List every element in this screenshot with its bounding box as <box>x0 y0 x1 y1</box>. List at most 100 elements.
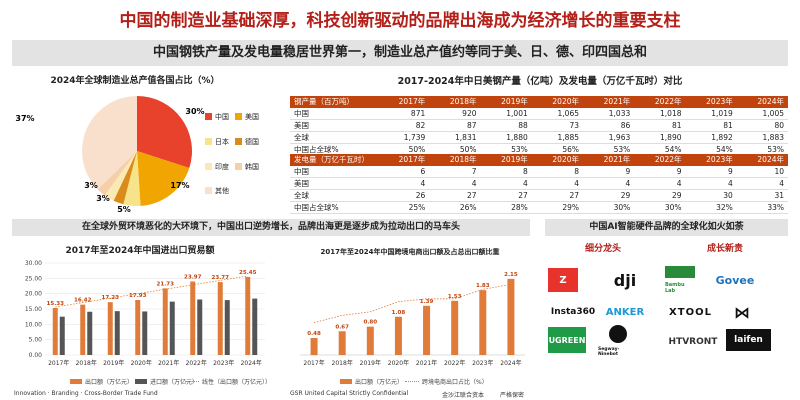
ecom-export-bar <box>507 278 515 355</box>
pie-label-other: 37% <box>15 114 34 123</box>
export-bar <box>162 288 168 355</box>
segway-ninebot-label: Segway-Ninebot <box>598 347 620 357</box>
pie-slice-japan <box>123 151 141 207</box>
ecom-value-label: 1.83 <box>476 283 490 289</box>
legend-ecom-export: 出口额（万亿元） <box>340 377 403 386</box>
export-value-label: 23.97 <box>184 274 202 280</box>
pie-title: 2024年全球制造业总产值各国占比（%） <box>50 76 220 86</box>
dji-logo: dji <box>613 270 637 290</box>
footer-left: Innovation · Branding · Cross-Border Tra… <box>14 390 158 397</box>
ecom-export-bar <box>394 316 402 355</box>
ecom-value-label: 1.08 <box>392 310 406 316</box>
ecom-export-bar <box>310 338 318 355</box>
export-value-label: 25.45 <box>239 270 257 276</box>
export-value-label: 17.93 <box>129 293 147 299</box>
legend-korea: 韩国 <box>235 162 259 172</box>
export-bar <box>107 302 113 355</box>
pie-slice-germany <box>113 151 137 205</box>
legend-export: 出口额（万亿元） <box>70 377 133 386</box>
x-tick-label: 2022年 <box>186 359 207 367</box>
table-row: 中国占全球% 25% 26% 28% 29% 30% 30% 32% 33% <box>290 201 788 214</box>
export-bar <box>217 282 223 355</box>
y-tick-label: 10.00 <box>25 321 42 328</box>
export-bar <box>80 304 86 355</box>
table-header-row: 发电量（万亿千瓦时） 2017年 2018年 2019年 2020年 2021年 202… <box>290 154 788 166</box>
export-bar <box>245 276 251 355</box>
import-bar <box>197 299 203 355</box>
export-bar <box>190 281 196 355</box>
x-tick-label: 2019年 <box>103 359 124 367</box>
import-bar <box>224 300 230 355</box>
import-bar <box>114 311 120 355</box>
bambu-lab-logo: Bambu Lab <box>665 266 695 294</box>
export-bar <box>135 300 141 355</box>
segway-ninebot-logo: Segway-Ninebot <box>598 325 638 357</box>
pie-chart: 30% 17% 5% 3% 3% 37% <box>15 96 205 213</box>
section-subtitle: 中国钢铁产量及发电量稳居世界第一，制造业总产值约等同于美、日、德、印四国总和 <box>12 40 788 66</box>
legend-japan: 日本 <box>205 137 229 147</box>
ecommerce-chart-title: 2017年至2024年中国跨境电商出口额及占总出口额比重 <box>320 248 500 256</box>
legend-india: 印度 <box>205 162 229 172</box>
pie-label-china: 30% <box>185 107 204 116</box>
table-row: 中国 6 7 8 8 9 9 9 10 <box>290 165 788 178</box>
table-row: 全球 26 27 27 27 29 29 30 31 <box>290 189 788 202</box>
brands-col1-title: 细分龙头 <box>584 244 621 254</box>
ecom-value-label: 0.48 <box>307 331 321 337</box>
legend-ecom-share: 跨境电商出口占比（%） <box>405 377 488 386</box>
ugreen-logo: UGREEN <box>548 327 586 353</box>
legend-usa: 美国 <box>235 112 259 122</box>
x-tick-label: 2019年 <box>360 359 381 367</box>
anker-logo: ANKER <box>605 306 645 318</box>
export-value-label: 16.42 <box>74 298 92 304</box>
import-bar <box>87 311 93 355</box>
pie-slice-china <box>137 96 192 168</box>
export-value-label: 21.73 <box>157 281 175 287</box>
footer-brand: 金沙江联合资本 <box>442 392 485 399</box>
x-tick-label: 2021年 <box>416 359 437 367</box>
x-tick-label: 2024年 <box>241 359 262 367</box>
ecommerce-chart: 0.48 2017年 0.67 2018年 0.80 2019年 1.08 2020年 1.39… <box>300 272 525 367</box>
table-header-label: 钢产量（百万吨） <box>290 96 378 108</box>
steel-table: 钢产量（百万吨） 2017年 2018年 2019年 2020年 2021年 2022年… <box>290 96 788 156</box>
x-tick-label: 2018年 <box>76 359 97 367</box>
ecom-value-label: 2.15 <box>504 272 518 278</box>
ecom-value-label: 0.67 <box>335 324 349 330</box>
laifen-logo: laifen <box>726 329 771 351</box>
ecom-value-label: 0.80 <box>364 320 378 326</box>
x-tick-label: 2020年 <box>131 359 152 367</box>
table-header-row: 钢产量（百万吨） 2017年 2018年 2019年 2020年 2021年 2022年… <box>290 96 788 108</box>
x-tick-label: 2020年 <box>388 359 409 367</box>
legend-other: 其他 <box>205 186 229 196</box>
trade-chart: 0.00 5.00 10.00 15.00 20.00 25.00 30.00 15.33 20… <box>25 260 265 367</box>
export-value-label: 23.77 <box>212 275 230 281</box>
x-tick-label: 2023年 <box>213 359 234 367</box>
x-tick-label: 2024年 <box>500 359 521 367</box>
legend-germany: 德国 <box>235 137 259 147</box>
table-row: 美国 4 4 4 4 4 4 4 4 <box>290 177 788 190</box>
legend-import: 进口额（万亿元） <box>135 377 198 386</box>
ecom-export-bar <box>451 300 459 355</box>
table-title: 2017-2024年中日美钢产量（亿吨）及发电量（万亿千瓦时）对比 <box>397 76 683 87</box>
pie-slice-korea <box>97 151 137 196</box>
import-bar <box>142 311 148 355</box>
export-trendline <box>55 275 248 308</box>
x-tick-label: 2021年 <box>158 359 179 367</box>
power-table: 发电量（万亿千瓦时） 2017年 2018年 2019年 2020年 2021年 202… <box>290 154 788 214</box>
section-export-header: 在全球外贸环境恶化的大环境下，中国出口逆势增长，品牌出海更是逐步成为拉动出口的马… <box>12 219 530 236</box>
segway-icon <box>609 325 627 343</box>
pie-label-japan: 5% <box>117 205 131 213</box>
y-tick-label: 25.00 <box>25 275 42 282</box>
export-bar <box>52 307 58 355</box>
table-header-label: 发电量（万亿千瓦时） <box>290 154 378 166</box>
table-row: 中国 871 920 1,001 1,065 1,033 1,018 1,019 1,005 <box>290 107 788 120</box>
export-value-label: 17.23 <box>102 295 120 301</box>
pie-slice-usa <box>137 151 190 206</box>
govee-logo: Govee <box>715 273 755 287</box>
x-tick-label: 2017年 <box>48 359 69 367</box>
pie-label-india: 3% <box>84 181 98 190</box>
x-tick-label: 2023年 <box>472 359 493 367</box>
footer: Innovation · Branding · Cross-Border Tra… <box>0 389 800 400</box>
page-title: 中国的制造业基础深厚，科技创新驱动的品牌出海成为经济增长的重要支柱 <box>119 11 681 31</box>
y-tick-label: 0.00 <box>29 352 43 359</box>
ecom-share-line <box>313 283 512 323</box>
